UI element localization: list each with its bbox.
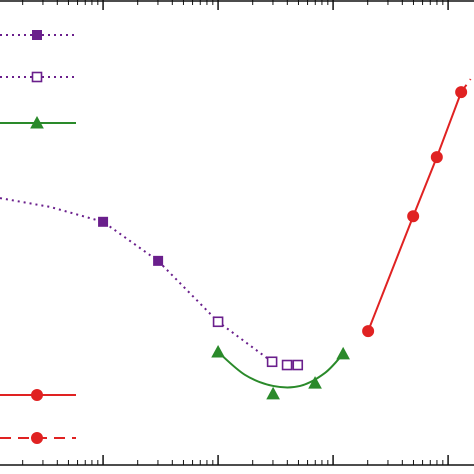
data-point [212, 316, 224, 328]
legend-marker [31, 389, 43, 401]
data-point [362, 325, 375, 338]
legend-marker [32, 30, 42, 40]
data-point [266, 386, 280, 400]
series-line [367, 91, 463, 332]
data-point [292, 359, 304, 371]
data-point [430, 151, 443, 164]
fit-curve [217, 351, 344, 389]
fit-line [0, 197, 273, 363]
data-point [455, 86, 468, 99]
legend-marker [31, 71, 43, 83]
legend-marker [30, 115, 44, 129]
data-point [308, 376, 322, 389]
data-point [98, 216, 109, 227]
data-point [407, 210, 420, 223]
data-point [153, 255, 164, 266]
data-point [281, 359, 293, 371]
data-point [336, 346, 350, 360]
data-point [211, 344, 225, 358]
legend-marker [31, 432, 43, 444]
data-point [266, 356, 278, 368]
